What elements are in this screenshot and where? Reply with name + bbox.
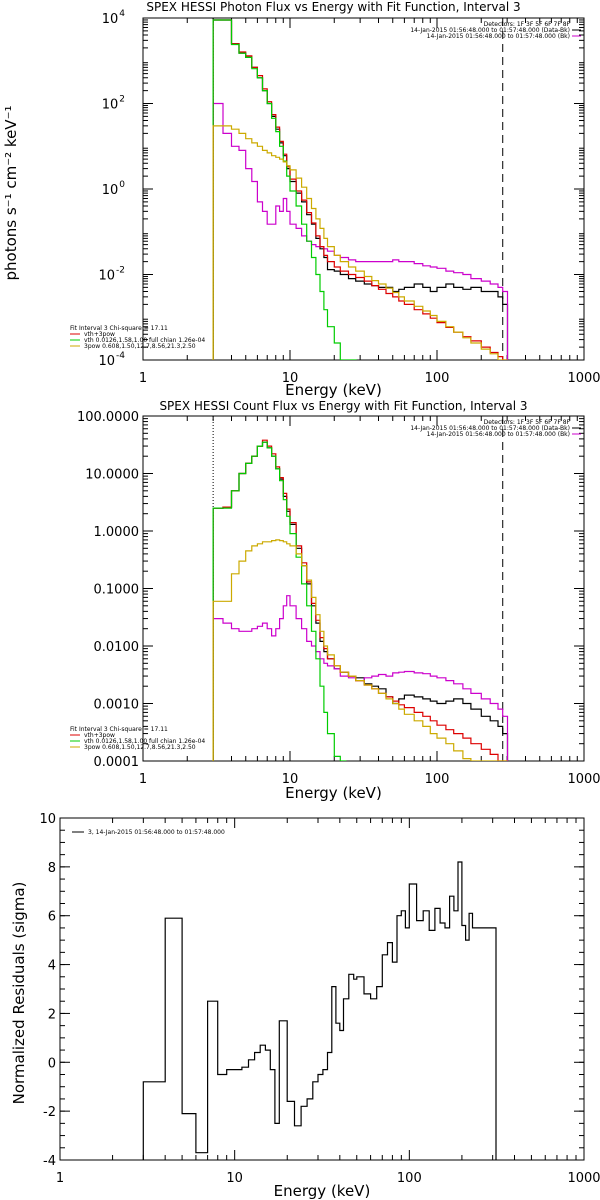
- y-tick-label: 104: [102, 9, 126, 27]
- y-tick-label: -4: [43, 1154, 56, 1169]
- x-tick-label: 10: [282, 371, 299, 386]
- y-axis: 10-4 10-2 100 102 104: [98, 9, 584, 369]
- plot-frame: [59, 817, 585, 1161]
- y-tick-label: 100: [102, 180, 126, 198]
- series-group: [142, 861, 497, 1160]
- y-tick-label: 102: [102, 95, 125, 113]
- y-tick-label: 8: [48, 861, 56, 876]
- header-note: 14-Jan-2015 01:56:48.000 to 01:57:48.000…: [410, 425, 570, 432]
- y-axis: -4 -2 0 2 4 6 8 10: [39, 812, 584, 1169]
- series-line-data-bk: [212, 441, 509, 761]
- plot-frame: [142, 17, 585, 361]
- x-tick-label: 1000: [567, 1171, 600, 1186]
- y-axis-label: photons s⁻¹ cm⁻² keV⁻¹: [2, 106, 20, 281]
- legend-item: vth+3pow: [84, 331, 115, 338]
- legend: Fit Interval 3 Chi-square = 17.11vth+3po…: [70, 726, 205, 751]
- series-line-3pow: [212, 125, 508, 360]
- y-tick-label: 1.0000: [94, 525, 140, 540]
- x-axis: 1 10 100 1000: [139, 416, 600, 787]
- y-tick-label: 0.0100: [94, 640, 140, 655]
- y-tick-label: 4: [48, 959, 56, 974]
- x-tick-label: 10: [226, 1171, 243, 1186]
- y-tick-label: 6: [48, 910, 56, 925]
- y-tick-label: 10-2: [98, 266, 125, 284]
- series-line-3pow: [212, 539, 508, 761]
- legend: Fit Interval 3 Chi-square = 17.11vth+3po…: [70, 325, 205, 350]
- y-tick-label: 10-4: [98, 351, 125, 369]
- x-tick-label: 100: [425, 772, 450, 787]
- y-tick-label: -2: [43, 1105, 56, 1120]
- legend-title: Fit Interval 3 Chi-square = 17.11: [70, 726, 168, 733]
- header-note: 14-Jan-2015 01:56:48.000 to 01:57:48.000…: [410, 27, 570, 34]
- y-tick-label: 0: [48, 1056, 56, 1071]
- chart-panel-count: SPEX HESSI Count Flux vs Energy with Fit…: [70, 399, 600, 802]
- y-tick-label: 0.1000: [94, 583, 140, 598]
- legend-item: 3pow 0.608,1.50,12.7,8.56,21.3,2.50: [84, 744, 196, 751]
- x-tick-label: 100: [397, 1171, 422, 1186]
- y-tick-label: 10.0000: [85, 468, 139, 483]
- legend: 3, 14-Jan-2015 01:56:48.000 to 01:57:48.…: [72, 829, 225, 836]
- series-group: [212, 439, 509, 761]
- chart-panel-photon: SPEX HESSI Photon Flux vs Energy with Fi…: [2, 0, 600, 399]
- x-tick-label: 1000: [567, 772, 600, 787]
- y-tick-label: 2: [48, 1007, 56, 1022]
- x-tick-label: 1: [139, 371, 147, 386]
- header-note: Detectors: 1F 3F 5F 6F 7F 8F: [484, 419, 571, 426]
- legend-item: vth+3pow: [84, 732, 115, 739]
- series-line-bk: [212, 102, 509, 360]
- series-line-residuals: [142, 861, 497, 1160]
- x-tick-label: 10: [282, 772, 299, 787]
- x-tick-label: 100: [425, 371, 450, 386]
- y-axis-label: Normalized Residuals (sigma): [10, 882, 28, 1105]
- x-axis: 1 10 100 1000: [139, 18, 600, 386]
- legend-item: 3, 14-Jan-2015 01:56:48.000 to 01:57:48.…: [88, 829, 225, 836]
- y-tick-label: 100.0000: [77, 410, 139, 425]
- x-tick-label: 1: [139, 772, 147, 787]
- chart-panel-residuals: 1 10 100 1000 Energy (keV) -4 -2 0 2 4 6 8 10 Normali…: [10, 812, 600, 1200]
- x-axis: 1 10 100 1000: [56, 818, 600, 1186]
- header-note: 14-Jan-2015 01:56:48.000 to 01:57:48.000…: [427, 431, 570, 438]
- series-line-vth-3pow: [212, 439, 508, 761]
- series-line-vth: [212, 441, 347, 761]
- plot-frame: [142, 415, 585, 762]
- chart-title: SPEX HESSI Count Flux vs Energy with Fit…: [159, 399, 527, 413]
- legend-item: 3pow 0.608,1.50,12.7,8.56,21.3,2.50: [84, 343, 196, 350]
- legend-item: vth 0.0126,1.58,1.00 full chian 1.26e-04: [84, 738, 205, 745]
- x-axis-label: Energy (keV): [285, 381, 382, 399]
- x-axis-label: Energy (keV): [285, 784, 382, 802]
- series-line-bk: [212, 595, 509, 761]
- chart-title: SPEX HESSI Photon Flux vs Energy with Fi…: [146, 0, 520, 14]
- legend-title: Fit Interval 3 Chi-square = 17.11: [70, 325, 168, 332]
- header-note: Detectors: 1F 3F 5F 6F 7F 8F: [484, 21, 571, 28]
- y-tick-label: 0.0001: [94, 755, 140, 770]
- x-axis-label: Energy (keV): [274, 1182, 371, 1200]
- series-group: [212, 19, 509, 360]
- y-tick-label: 10: [39, 812, 56, 827]
- series-line-vth: [212, 19, 357, 360]
- x-tick-label: 1000: [567, 371, 600, 386]
- header-note: 14-Jan-2015 01:56:48.000 to 01:57:48.000…: [427, 33, 570, 40]
- y-tick-label: 0.0010: [94, 698, 140, 713]
- y-axis: 0.0001 0.0010 0.0100 0.1000 1.0000 10.0000 100…: [77, 410, 584, 770]
- x-tick-label: 1: [56, 1171, 64, 1186]
- legend-item: vth 0.0126,1.58,1.00 full chian 1.26e-04: [84, 337, 205, 344]
